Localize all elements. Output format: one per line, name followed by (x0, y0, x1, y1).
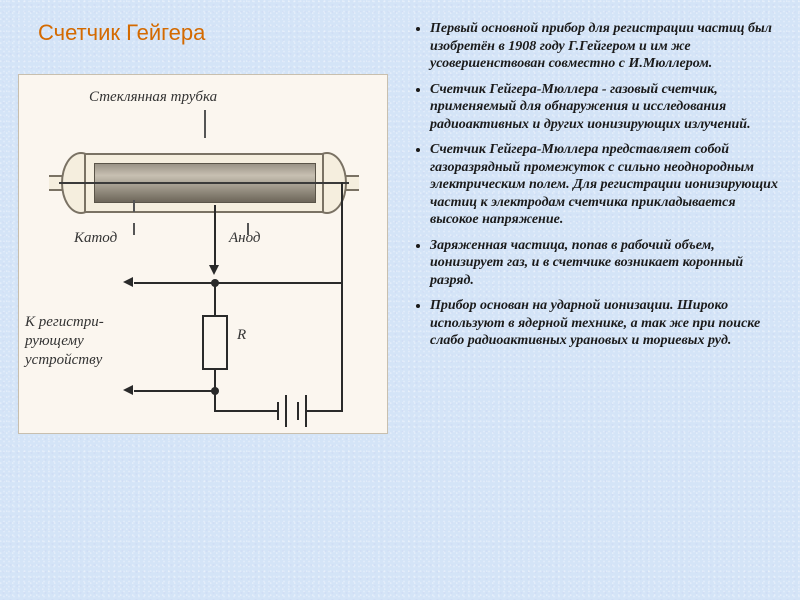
slide-title: Счетчик Гейгера (38, 20, 398, 46)
battery-plate (285, 395, 287, 427)
description: Первый основной прибор для регистрации ч… (410, 20, 782, 580)
list-item: Заряженная частица, попав в рабочий объе… (430, 237, 782, 290)
battery-plate (277, 402, 279, 420)
arrow-icon (209, 265, 219, 275)
anode-wire (59, 182, 349, 184)
arrow-icon (123, 277, 133, 287)
label-glass-tube: Стеклянная трубка (89, 89, 217, 106)
list-item: Первый основной прибор для регистрации ч… (430, 20, 782, 73)
label-anode: Анод (229, 230, 261, 247)
list-item: Счетчик Гейгера-Мюллера - газовый счетчи… (430, 81, 782, 134)
geiger-diagram: Стеклянная трубка Катод Анод (18, 74, 388, 434)
label-to-recorder: К регистри- рующему устройству (25, 313, 130, 369)
label-resistor: R (237, 327, 246, 344)
leader-line (204, 110, 206, 138)
tube (49, 143, 359, 223)
list-item: Прибор основан на ударной ионизации. Шир… (430, 297, 782, 350)
bullet-list: Первый основной прибор для регистрации ч… (410, 20, 782, 350)
label-cathode: Катод (74, 230, 117, 247)
list-item: Счетчик Гейгера-Мюллера представляет соб… (430, 141, 782, 229)
resistor (202, 315, 228, 370)
battery-plate (297, 402, 299, 420)
arrow-icon (123, 385, 133, 395)
